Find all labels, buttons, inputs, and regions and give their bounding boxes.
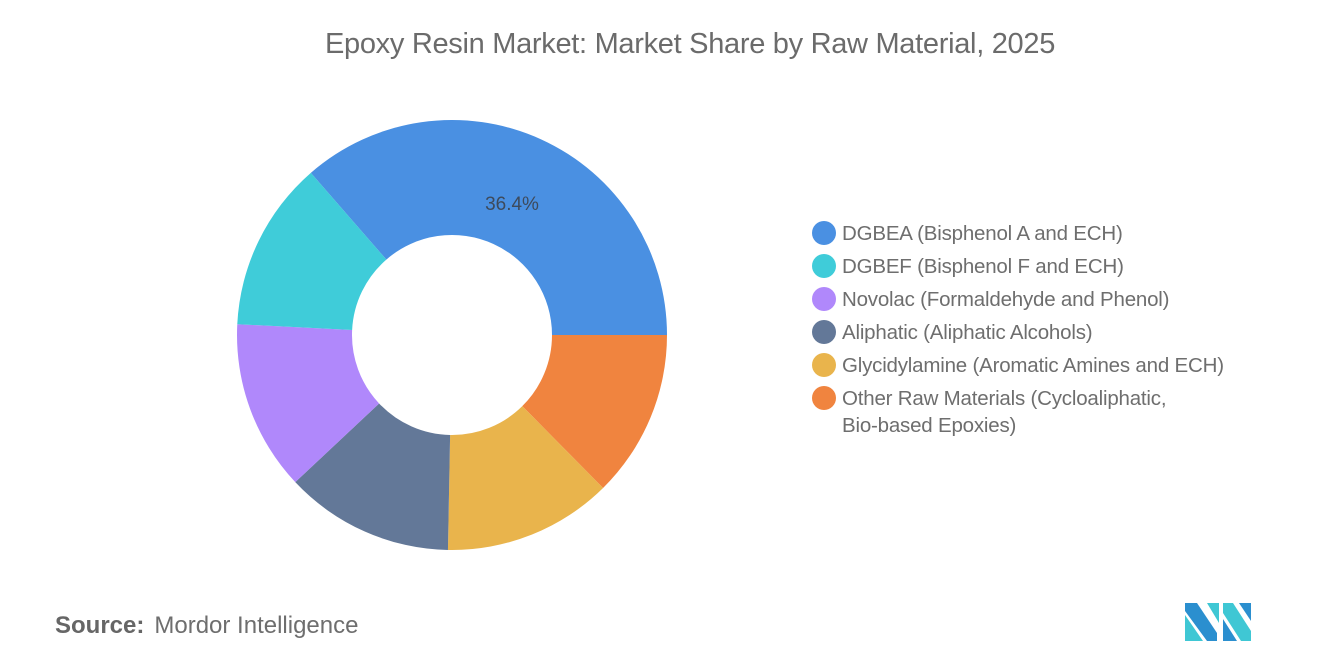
legend-swatch-icon <box>812 353 836 377</box>
legend-label: Glycidylamine (Aromatic Amines and ECH) <box>842 354 1224 377</box>
donut-segment-glycidylamine[interactable] <box>447 406 604 550</box>
legend-item-aliphatic[interactable]: Aliphatic (Aliphatic Alcohols) <box>812 319 1312 346</box>
legend-label: Novolac (Formaldehyde and Phenol) <box>842 288 1170 311</box>
chart-legend: DGBEA (Bisphenol A and ECH) DGBEF (Bisph… <box>812 220 1312 445</box>
legend-label: Aliphatic (Aliphatic Alcohols) <box>842 321 1093 344</box>
donut-segment-other[interactable] <box>522 335 667 488</box>
legend-item-dgbea[interactable]: DGBEA (Bisphenol A and ECH) <box>812 220 1312 247</box>
chart-title: Epoxy Resin Market: Market Share by Raw … <box>324 28 1056 60</box>
mordor-intelligence-logo-icon <box>1185 603 1251 641</box>
legend-item-glycidylamine[interactable]: Glycidylamine (Aromatic Amines and ECH) <box>812 352 1312 379</box>
legend-label-line-1: Other Raw Materials (Cycloaliphatic, <box>842 387 1167 410</box>
source-note: Source: Mordor Intelligence <box>55 612 358 640</box>
donut-segment-dgbef[interactable] <box>237 172 387 330</box>
legend-label: Other Raw Materials (Cycloaliphatic, Bio… <box>842 385 1167 439</box>
legend-label: DGBEF (Bisphenol F and ECH) <box>842 255 1124 278</box>
legend-label: DGBEA (Bisphenol A and ECH) <box>842 222 1123 245</box>
legend-swatch-icon <box>812 287 836 311</box>
legend-swatch-icon <box>812 254 836 278</box>
donut-segments <box>237 119 667 550</box>
legend-item-novolac[interactable]: Novolac (Formaldehyde and Phenol) <box>812 286 1312 313</box>
donut-segment-dgbea[interactable] <box>310 119 667 335</box>
donut-segment-aliphatic[interactable] <box>295 403 451 550</box>
source-value: Mordor Intelligence <box>154 612 359 639</box>
legend-swatch-icon <box>812 320 836 344</box>
legend-item-other[interactable]: Other Raw Materials (Cycloaliphatic, Bio… <box>812 385 1312 439</box>
legend-swatch-icon <box>812 221 836 245</box>
segment-value-label: 36.4% <box>485 194 539 215</box>
source-key: Source: <box>55 612 145 639</box>
legend-swatch-icon <box>812 386 836 410</box>
legend-item-dgbef[interactable]: DGBEF (Bisphenol F and ECH) <box>812 253 1312 280</box>
legend-label-line-2: Bio-based Epoxies) <box>842 414 1017 437</box>
donut-segment-novolac[interactable] <box>237 324 380 483</box>
